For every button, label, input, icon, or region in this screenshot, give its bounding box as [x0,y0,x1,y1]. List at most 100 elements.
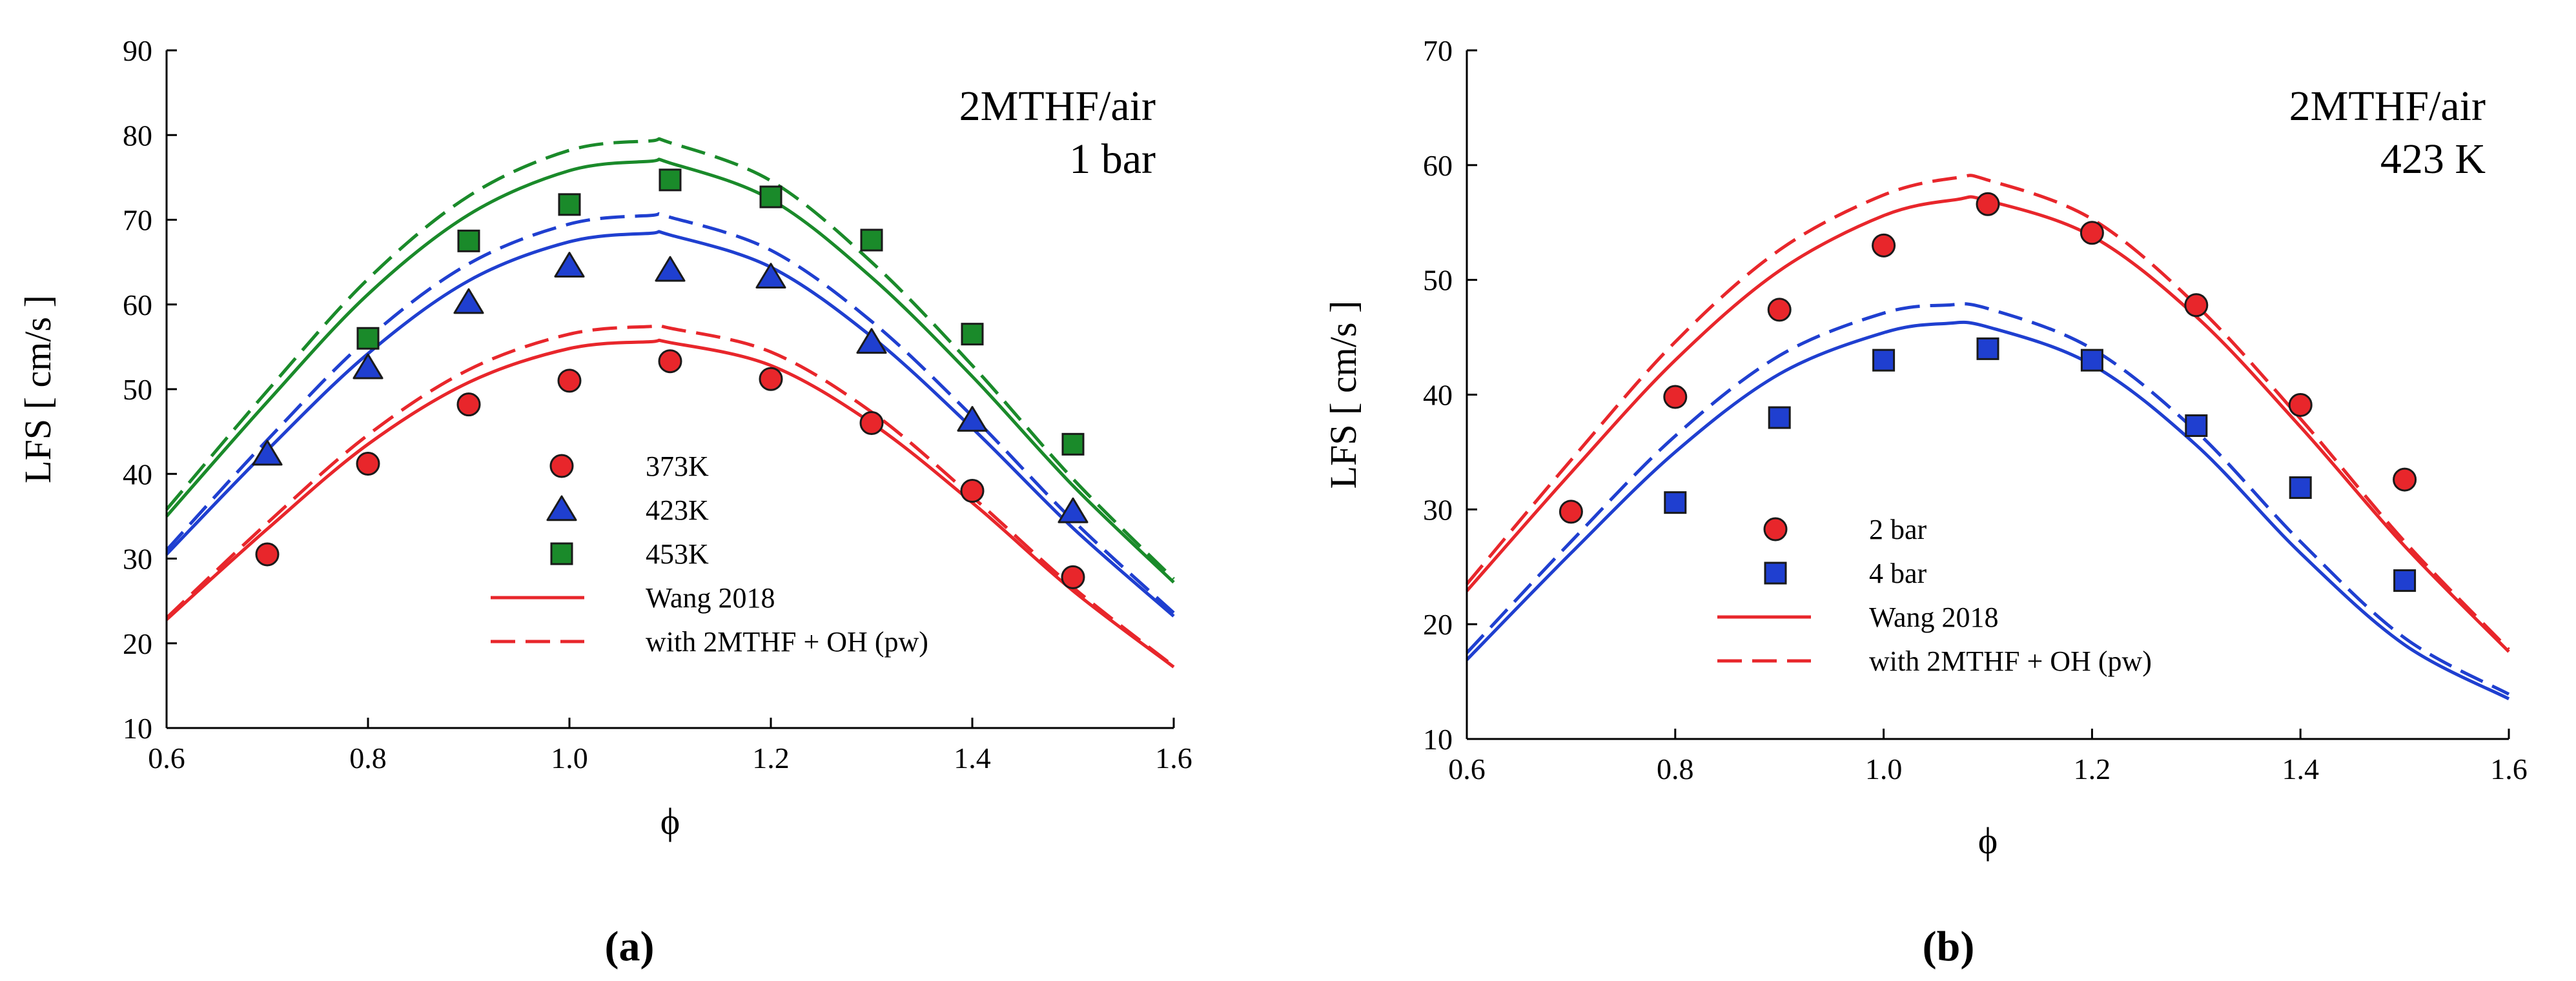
legend: 2 bar 4 bar Wang 2018 with 2MTHF + OH (pw) [1717,514,2152,677]
data-point-square-blue [1664,491,1687,514]
solid-curve-blue [1466,320,2510,701]
panel-caption: (b) [1923,923,1975,970]
legend-label: with 2MTHF + OH (pw) [1869,645,2152,677]
y-tick-label: 20 [1423,608,1453,641]
y-axis-title: LFS [ cm/s ] [1322,301,1364,489]
solid-curve-red [165,338,1175,669]
x-tick-label: 0.8 [349,742,387,774]
data-point-square-green [961,323,984,346]
legend-marker-triangle [546,495,577,521]
data-point-circle-red [1559,500,1583,524]
legend-marker-circle [549,454,574,478]
model-curves [165,137,1175,669]
data-point-triangle-blue [252,440,283,466]
x-tick-label: 1.6 [1155,742,1192,774]
chart-panel-b: 0.6 0.8 1.0 1.2 1.4 1.6 10 20 30 40 50 60 70 LFS [ cm… [1322,34,2528,970]
data-point-square-blue [2393,569,2417,592]
data-point-square-green [1061,432,1085,456]
panel-caption: (a) [605,923,655,970]
legend-label: 4 bar [1869,558,1927,589]
data-point-square-green [659,168,682,192]
legend-label: with 2MTHF + OH (pw) [646,626,928,658]
y-tick-label: 20 [123,627,152,660]
data-point-triangle-blue [353,353,383,379]
data-point-triangle-blue [453,288,484,314]
y-tick-label: 50 [123,373,152,406]
dashed-curve-green [165,137,1175,580]
data-point-circle-red [2184,293,2209,318]
data-point-circle-red [2080,221,2104,245]
x-tick-label: 1.0 [551,742,588,774]
solid-curve-blue [165,230,1175,618]
dashed-curve-blue [1466,302,2510,696]
data-point-circle-red [255,542,280,567]
data-point-triangle-blue [655,256,686,282]
data-point-circle-red [1663,385,1688,409]
data-point-circle-red [1061,565,1085,589]
data-point-square-green [759,185,782,208]
y-tick-label: 70 [123,204,152,237]
data-point-square-blue [2080,349,2103,372]
y-tick-label: 40 [123,458,152,490]
data-point-square-green [356,327,380,350]
y-tick-label: 70 [1423,34,1453,67]
x-tick-label: 0.8 [1657,753,1694,785]
data-point-circle-red [456,392,481,417]
legend-label: 2 bar [1869,514,1927,545]
data-point-circle-red [1872,233,1896,258]
solid-curve-red [1466,195,2510,653]
solid-curve-green [165,157,1175,584]
data-point-square-blue [2289,476,2312,500]
y-tick-label: 10 [123,712,152,745]
x-axis-title: ϕ [1978,820,1998,862]
y-tick-label: 30 [123,543,152,576]
y-tick-label: 60 [123,288,152,321]
data-point-circle-red [658,349,682,374]
data-point-square-blue [1768,406,1791,429]
data-point-triangle-blue [957,406,988,432]
data-markers [252,168,1089,589]
data-point-square-green [860,228,883,252]
data-point-triangle-blue [554,252,585,278]
data-point-square-blue [1976,337,1999,360]
x-tick-label: 0.6 [148,742,185,774]
x-tick-label: 1.2 [752,742,790,774]
y-tick-label: 40 [1423,379,1453,412]
data-point-circle-red [859,411,884,435]
model-curves [1466,174,2510,701]
data-point-circle-red [759,367,783,391]
y-tick-label: 50 [1423,264,1453,297]
legend-label: Wang 2018 [646,582,775,614]
dashed-curve-red [165,323,1175,668]
dashed-curve-red [1466,174,2510,651]
x-tick-label: 0.6 [1448,753,1486,785]
chart-panel-a: 0.6 0.8 1.0 1.2 1.4 1.6 10 20 30 40 50 60 70 80 90 LFS … [17,34,1192,970]
data-point-circle-red [2393,467,2417,492]
x-tick-label: 1.6 [2490,753,2528,785]
x-tick-label: 1.0 [1865,753,1903,785]
annotation-line: 423 K [2380,136,2486,183]
data-point-triangle-blue [1058,497,1089,523]
legend-label: Wang 2018 [1869,602,1999,633]
dashed-curve-blue [165,212,1175,614]
legend-marker-square [550,542,573,565]
data-point-circle-red [356,452,380,476]
data-point-triangle-blue [856,328,887,354]
data-point-circle-red [960,479,985,503]
annotation-line: 2MTHF/air [2289,83,2486,130]
data-point-circle-red [1976,192,2000,216]
legend-label: 423K [646,494,709,526]
data-point-triangle-blue [755,263,786,288]
y-tick-label: 80 [123,119,152,152]
y-tick-label: 30 [1423,493,1453,526]
legend-marker-square [1764,561,1787,585]
data-point-circle-red [1767,298,1792,322]
legend-marker-circle [1763,517,1788,541]
y-tick-label: 90 [123,34,152,67]
x-tick-label: 1.4 [954,742,991,774]
data-point-square-green [558,193,581,216]
data-point-square-blue [2185,414,2208,438]
x-tick-label: 1.2 [2074,753,2111,785]
y-axis-title: LFS [ cm/s ] [17,295,59,483]
